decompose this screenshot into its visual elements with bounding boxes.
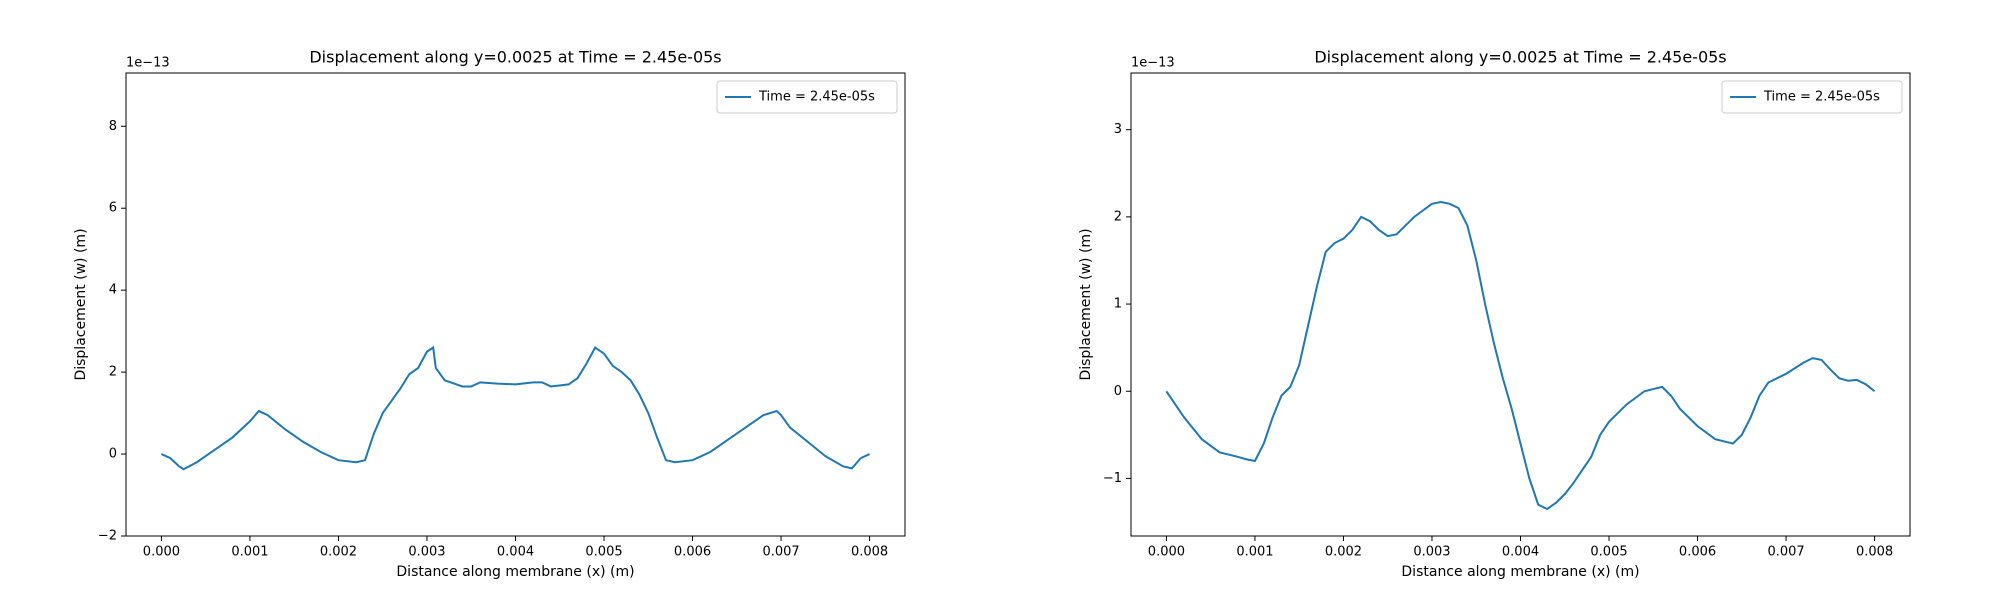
x-tick-label: 0.003 [408, 545, 445, 560]
y-tick-label: 2 [109, 365, 117, 380]
y-tick-label: −1 [1103, 471, 1122, 486]
y-tick-label: 1 [1114, 297, 1122, 312]
x-tick-label: 0.006 [674, 545, 711, 560]
chart-title: Displacement along y=0.0025 at Time = 2.… [1314, 48, 1726, 67]
x-tick-label: 0.001 [231, 545, 268, 560]
x-axis-label: Distance along membrane (x) (m) [396, 564, 634, 580]
x-tick-label: 0.007 [762, 545, 799, 560]
x-tick-label: 0.007 [1767, 545, 1804, 560]
y-tick-label: 0 [1114, 384, 1122, 399]
x-tick-label: 0.005 [1590, 545, 1627, 560]
y-tick-label: 6 [109, 201, 117, 216]
plot-frame [125, 72, 906, 537]
legend-box [1721, 80, 1903, 114]
x-tick-label: 0.006 [1679, 545, 1716, 560]
data-line [1165, 201, 1876, 511]
chart: Displacement along y=0.0025 at Time = 2.… [1078, 48, 1911, 580]
y-tick-label: 0 [109, 447, 117, 462]
x-tick-label: 0.004 [497, 545, 534, 560]
x-tick-label: 0.008 [1856, 545, 1893, 560]
chart: Displacement along y=0.0025 at Time = 2.… [73, 48, 906, 580]
plot-frame [1130, 72, 1911, 537]
y-tick-label: −2 [98, 529, 117, 544]
y-axis-label: Displacement (w) (m) [73, 228, 89, 380]
x-tick-label: 0.002 [1325, 545, 1362, 560]
y-tick-label: 4 [109, 283, 117, 298]
y-axis-label: Displacement (w) (m) [1078, 228, 1094, 380]
legend-box [716, 80, 898, 114]
y-tick-label: 8 [109, 119, 117, 134]
offset-label: 1e−13 [1131, 56, 1175, 71]
x-tick-label: 0.005 [585, 545, 622, 560]
y-tick-label: 3 [1114, 122, 1122, 137]
x-tick-label: 0.003 [1413, 545, 1450, 560]
x-tick-label: 0.000 [143, 545, 180, 560]
data-line [160, 345, 871, 471]
offset-label: 1e−13 [126, 56, 170, 71]
legend-label: Time = 2.45e-05s [758, 90, 875, 105]
x-tick-label: 0.008 [851, 545, 888, 560]
x-tick-label: 0.000 [1148, 545, 1185, 560]
x-axis-label: Distance along membrane (x) (m) [1401, 564, 1639, 580]
legend-label: Time = 2.45e-05s [1763, 90, 1880, 105]
x-tick-label: 0.004 [1502, 545, 1539, 560]
x-tick-label: 0.001 [1236, 545, 1273, 560]
x-tick-label: 0.002 [320, 545, 357, 560]
chart-title: Displacement along y=0.0025 at Time = 2.… [309, 48, 721, 67]
y-tick-label: 2 [1114, 209, 1122, 224]
